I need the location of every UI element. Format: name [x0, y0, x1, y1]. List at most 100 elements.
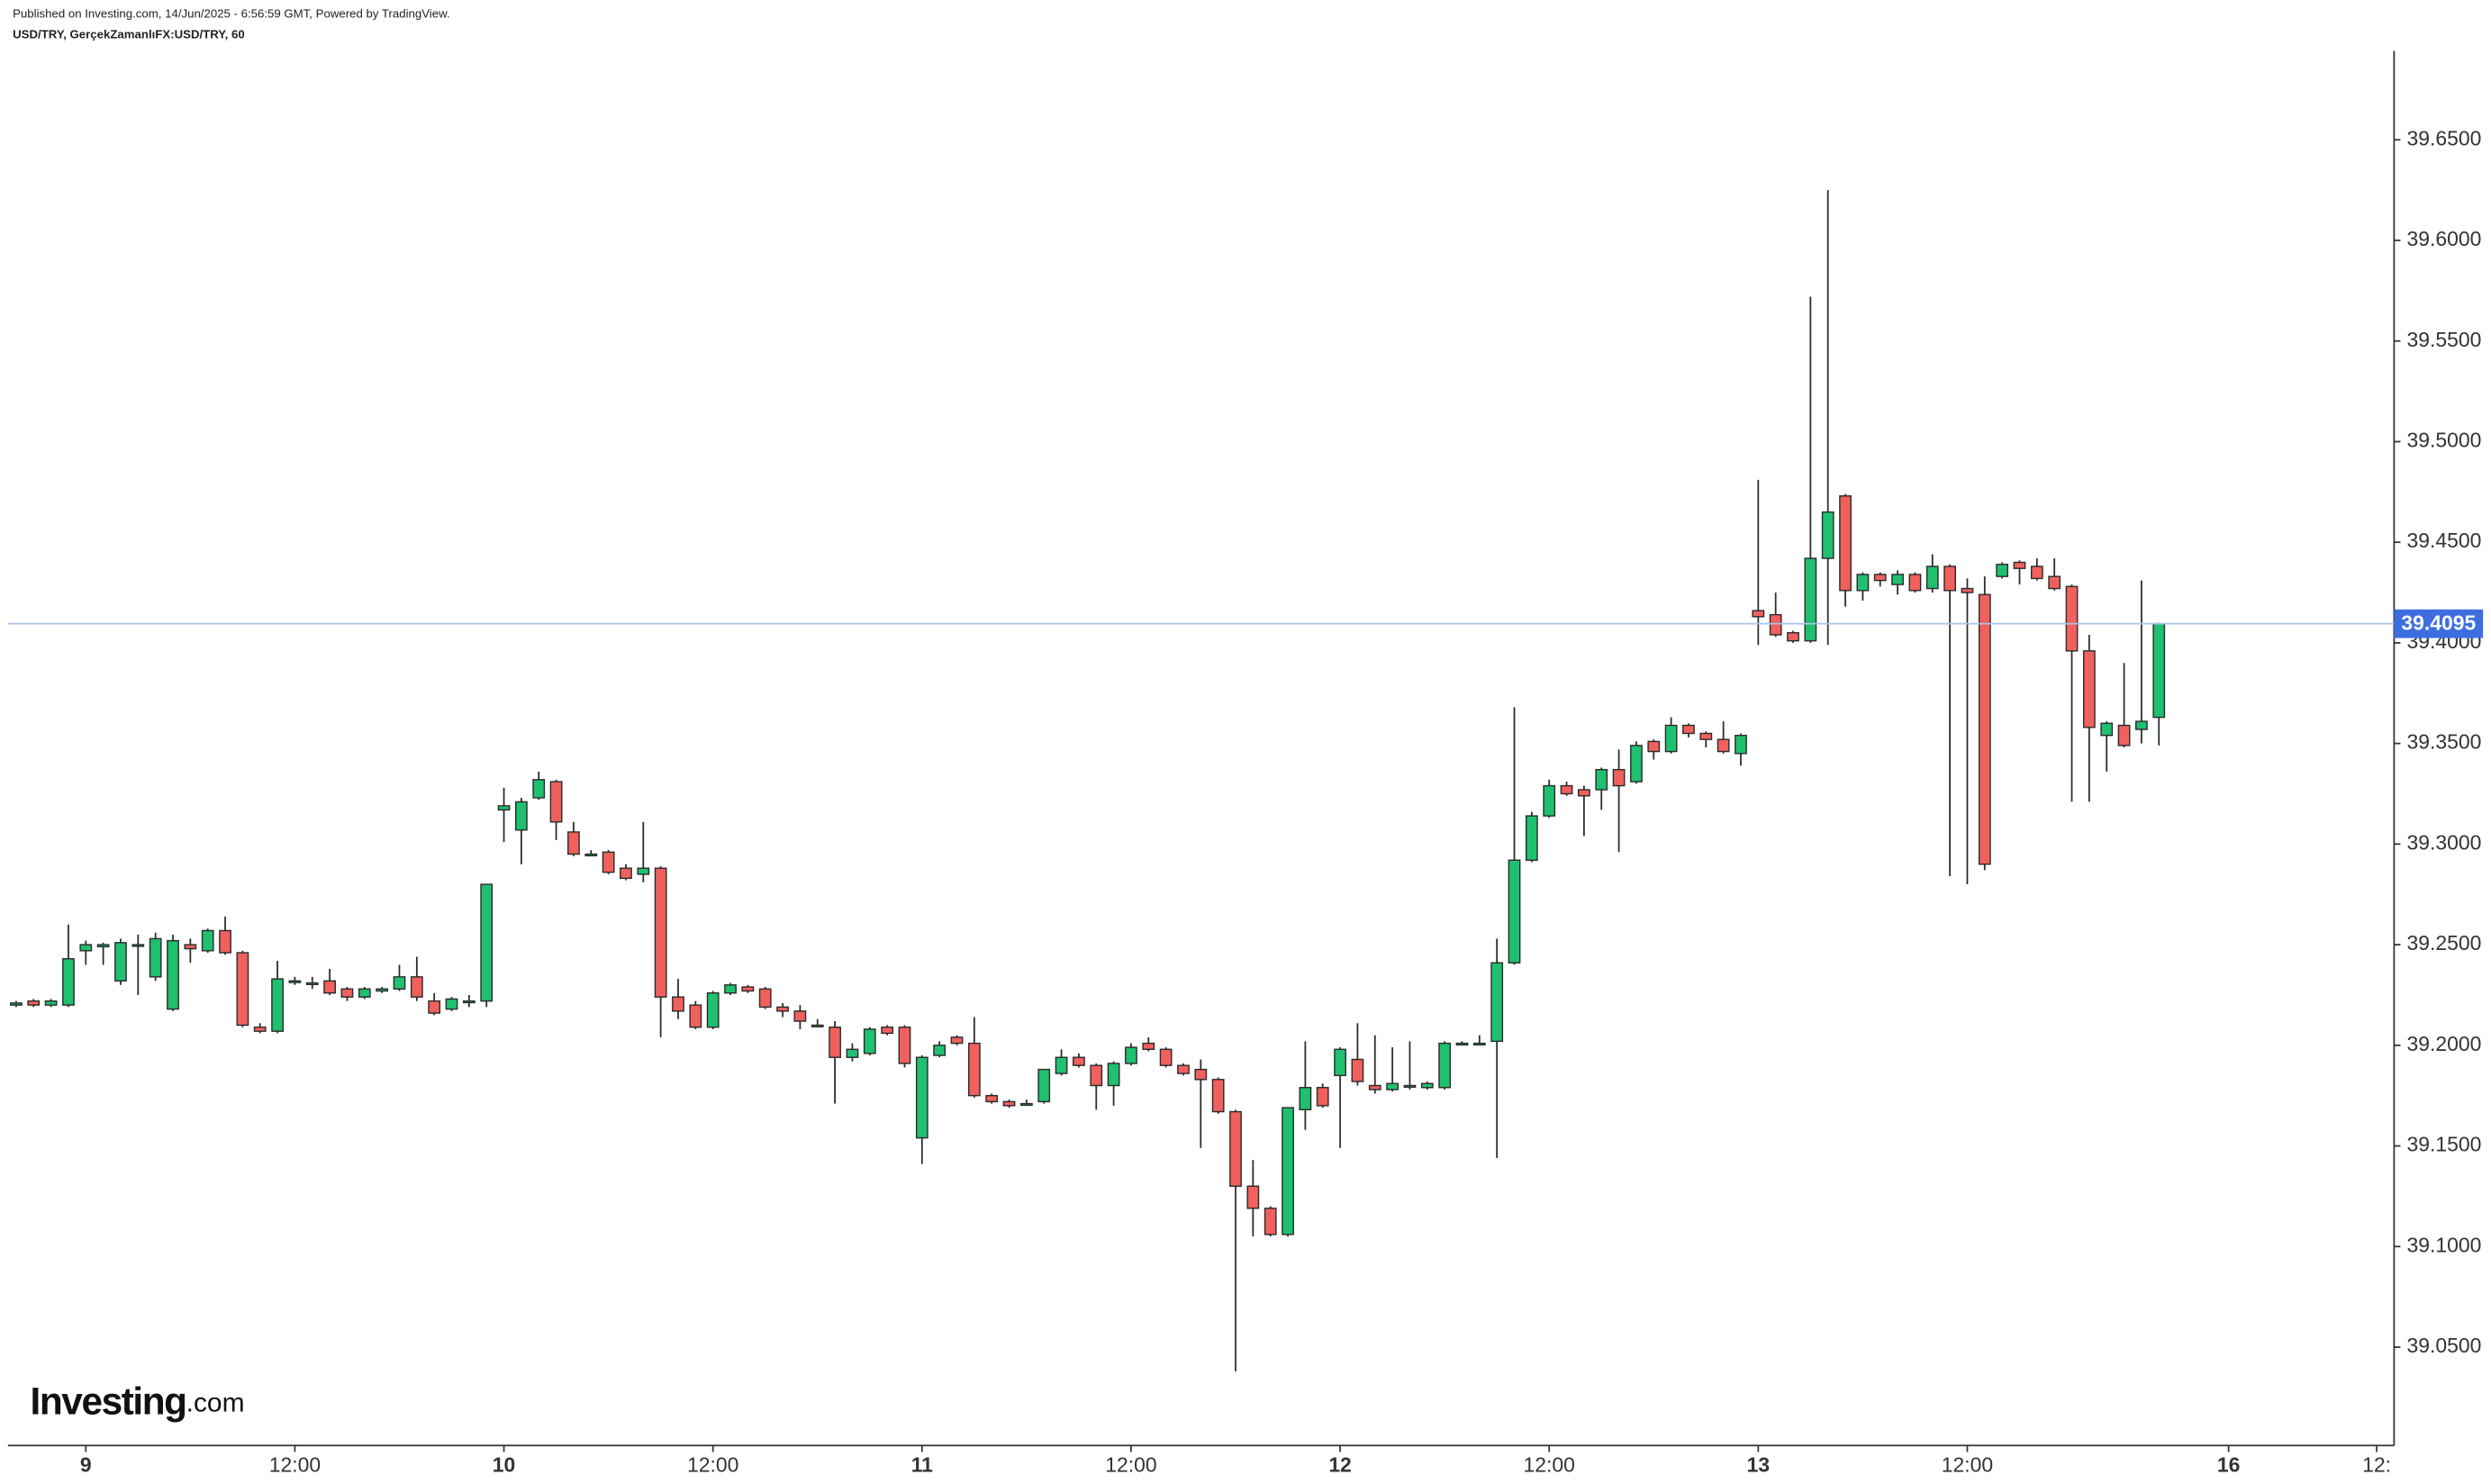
candle-body [305, 982, 319, 986]
candle-body [846, 1048, 859, 1058]
candle-body [1839, 495, 1852, 592]
candle-body [1299, 1087, 1312, 1111]
y-tick-label: 39.6500 [2407, 126, 2482, 149]
candle-body [410, 976, 423, 998]
candle-body [2100, 722, 2114, 737]
candle-body [1125, 1046, 1137, 1064]
candle-body [1699, 732, 1713, 740]
candle-body [1873, 574, 1887, 582]
candle-body [445, 998, 458, 1010]
candle-body [1073, 1056, 1085, 1066]
x-tick-label: 12:00 [687, 1452, 738, 1476]
candle-body [428, 1000, 441, 1014]
candle-body [1334, 1048, 1346, 1077]
candle-body [1978, 593, 1991, 865]
candle-body [602, 851, 615, 873]
y-tick-label: 39.6000 [2407, 227, 2482, 250]
x-tick-label: 10 [493, 1452, 516, 1476]
candle-body [1787, 632, 1799, 642]
x-tick-label: 12:00 [1105, 1452, 1156, 1476]
candle-body [1595, 768, 1608, 791]
candle-body [898, 1027, 911, 1064]
y-tick-label: 39.4500 [2407, 529, 2482, 552]
candle-body [1943, 566, 1956, 592]
candle-body [2065, 585, 2079, 652]
candle-body [1211, 1079, 1225, 1113]
candle-body [2117, 724, 2131, 747]
candle-body [1282, 1107, 1294, 1235]
candle-body [829, 1027, 841, 1058]
candle-body [1821, 511, 1834, 559]
candle-body [1925, 566, 1939, 590]
candle-body [96, 944, 110, 948]
candle-body [1420, 1082, 1434, 1089]
candle-body [1735, 734, 1747, 755]
candle-body [1752, 610, 1765, 618]
x-tick-label: 12:00 [269, 1452, 321, 1476]
candle-body [219, 929, 231, 954]
candle-body [1856, 574, 1870, 592]
candle-body [271, 978, 284, 1032]
price-label: 39.4095 [2401, 611, 2476, 635]
price-label-box [2394, 609, 2484, 638]
candle-body [863, 1028, 876, 1054]
candle-body [1177, 1064, 1190, 1074]
candle-body [950, 1036, 964, 1045]
x-tick-label: 11 [911, 1452, 933, 1476]
candle-body [985, 1094, 999, 1103]
x-tick-label: 12:00 [1524, 1452, 1575, 1476]
candle-body [1560, 784, 1573, 795]
candle-body [1717, 738, 1730, 753]
candle-body [44, 1000, 58, 1006]
candle-body [1264, 1208, 1277, 1235]
candle-body [1961, 587, 1974, 593]
candle-body [1543, 784, 1556, 817]
candle-body [2013, 561, 2026, 569]
candle-body [393, 976, 406, 990]
candle-body [584, 853, 598, 857]
header: Published on Investing.com, 14/Jun/2025 … [13, 6, 449, 20]
candle-body [1804, 557, 1817, 642]
candle-body [201, 929, 214, 952]
candle-body [1229, 1110, 1242, 1187]
candle-body [1908, 574, 1922, 592]
candle-body [1508, 859, 1521, 964]
candle-body [79, 944, 93, 952]
candle-body [933, 1045, 947, 1056]
candle-body [1647, 740, 1661, 753]
x-tick-label: 12:00 [1942, 1452, 1993, 1476]
candle-body [1316, 1087, 1329, 1107]
x-tick-label: 16 [2217, 1452, 2241, 1476]
candle-body [1090, 1064, 1103, 1087]
candle-body [462, 1000, 476, 1004]
candle-body [340, 988, 354, 998]
candle-body [253, 1027, 267, 1032]
candle-body [672, 996, 684, 1012]
candle-body [793, 1010, 807, 1022]
candle-body [1438, 1042, 1452, 1089]
candle-body [480, 883, 494, 1002]
candle-body [741, 986, 755, 992]
candle-body [620, 867, 632, 880]
candle-body [2048, 575, 2061, 590]
y-tick-label: 39.0500 [2407, 1334, 2482, 1357]
candle-body [131, 944, 145, 947]
candle-body [1455, 1042, 1469, 1046]
candle-body [2152, 622, 2166, 719]
candle-body [236, 952, 249, 1027]
candle-body [184, 944, 197, 950]
candle-body [1769, 613, 1782, 636]
candle-body [811, 1024, 824, 1027]
candle-body [1490, 962, 1504, 1043]
candle-body [1403, 1084, 1417, 1088]
candle-body [1472, 1042, 1486, 1046]
candle-body [288, 980, 302, 983]
candle-body [758, 988, 772, 1009]
y-tick-label: 39.5500 [2407, 328, 2482, 351]
candle-body [689, 1004, 702, 1028]
y-tick-label: 39.2000 [2407, 1032, 2482, 1055]
candle-body [1107, 1063, 1120, 1087]
candle-body [1386, 1082, 1399, 1090]
